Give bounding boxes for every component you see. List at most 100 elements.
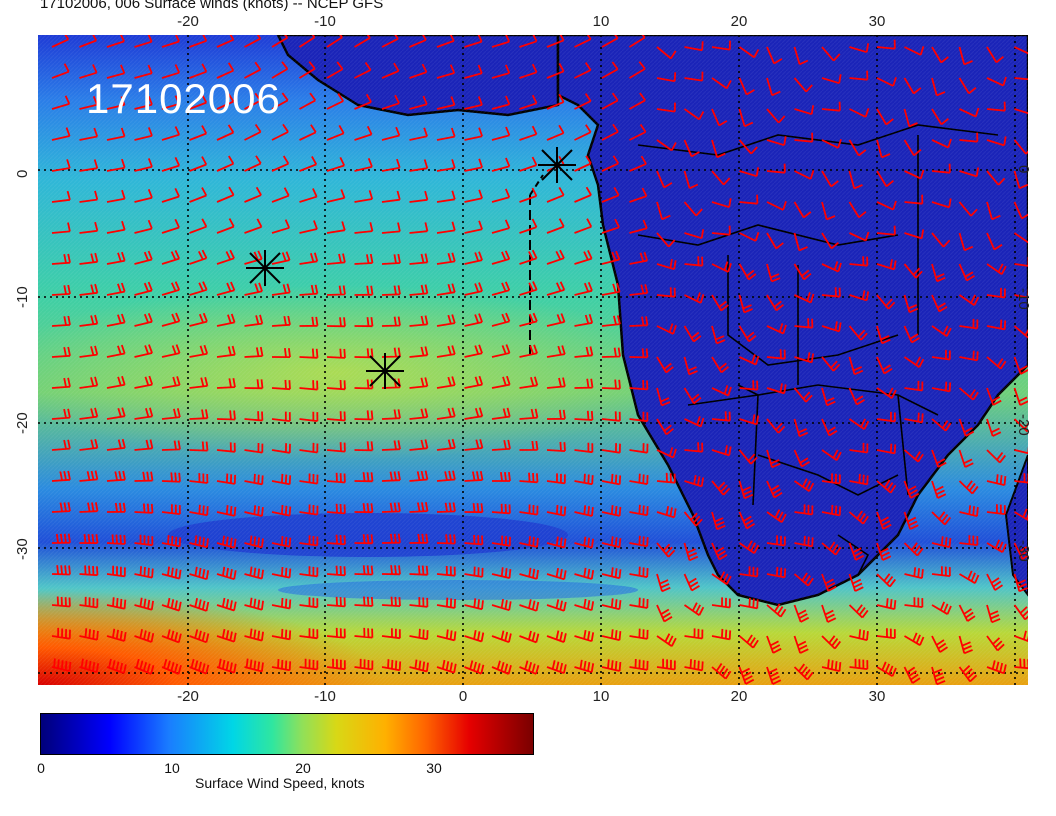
wind-barb: [134, 64, 153, 79]
wind-barb: [601, 473, 622, 486]
wind-barb: [244, 473, 264, 486]
wind-barb: [738, 511, 755, 530]
wind-barb: [986, 504, 1006, 515]
wind-barb: [79, 407, 99, 420]
wind-barb: [986, 170, 1006, 186]
wind-barb: [1013, 356, 1028, 375]
wind-barb: [299, 316, 319, 327]
wind-barb: [958, 46, 973, 66]
wind-barb: [299, 284, 319, 296]
wind-barb: [436, 534, 456, 545]
country-borders: [637, 124, 999, 576]
wind-barb: [986, 232, 1003, 251]
wind-barb: [519, 94, 538, 110]
wind-barb: [711, 385, 732, 397]
wind-barb: [986, 660, 1007, 675]
wind-barb: [629, 535, 649, 548]
wind-barb: [629, 187, 648, 203]
wind-barb: [491, 567, 512, 579]
wind-barb: [684, 475, 705, 488]
wind-barb: [849, 442, 869, 454]
wind-barb: [849, 108, 870, 118]
wind-barb: [244, 442, 264, 454]
wind-barb: [464, 96, 483, 110]
wind-barb: [931, 163, 951, 174]
wind-barb: [931, 263, 946, 283]
wind-barb: [931, 294, 948, 313]
wind-barb: [491, 630, 512, 644]
wind-barb: [106, 251, 126, 265]
wind-barb: [519, 281, 538, 296]
wind-barb: [574, 378, 594, 389]
wind-barb: [436, 438, 456, 451]
wind-barb: [738, 46, 760, 59]
wind-barb: [409, 190, 429, 203]
wind-barb: [1014, 630, 1028, 642]
wind-barb: [766, 566, 787, 579]
wind-barb: [354, 93, 372, 110]
wind-barb: [381, 502, 401, 513]
wind-barb: [134, 158, 153, 172]
wind-barb: [986, 201, 1001, 221]
wind-barb: [51, 346, 71, 358]
wind-barb: [903, 449, 924, 463]
wind-barb: [876, 628, 896, 639]
wind-barb: [601, 598, 622, 611]
wind-barb: [464, 127, 483, 141]
wind-barb: [51, 502, 71, 513]
wind-barb: [216, 378, 236, 389]
wind-barb: [381, 158, 401, 172]
wind-barb: [766, 263, 781, 283]
wind-barb: [903, 480, 920, 499]
wind-barb: [1013, 542, 1028, 560]
wind-barb: [683, 602, 705, 616]
wind-barb: [629, 380, 649, 391]
wind-barb: [326, 348, 346, 359]
wind-barb: [271, 219, 291, 234]
wind-barb: [354, 534, 374, 545]
wind-barb: [601, 282, 621, 296]
wind-barb: [161, 597, 182, 612]
wind-barb: [134, 597, 154, 611]
wind-barb: [79, 565, 99, 577]
wind-barb: [189, 249, 208, 265]
wind-barb: [491, 535, 511, 547]
wind-barb: [409, 35, 427, 48]
wind-barb: [904, 169, 925, 180]
wind-barb: [244, 535, 264, 549]
wind-barb: [903, 294, 919, 314]
wind-barb: [79, 283, 99, 296]
wind-barb: [574, 567, 595, 580]
wind-barb: [683, 542, 699, 562]
wind-barb: [134, 566, 154, 579]
wind-barb: [51, 470, 71, 482]
lat-tick-right: -10: [1015, 288, 1032, 310]
wind-barb: [931, 232, 951, 248]
wind-barb: [134, 188, 153, 203]
wind-barb: [436, 190, 456, 203]
wind-barb: [601, 567, 622, 580]
wind-barb: [738, 666, 755, 685]
wind-barb: [766, 136, 787, 147]
wind-barb: [354, 253, 374, 265]
wind-barb: [739, 167, 760, 178]
wind-barb: [849, 290, 870, 302]
wind-barb: [766, 635, 782, 654]
wind-barb: [326, 472, 346, 484]
wind-barb: [271, 92, 289, 110]
wind-barb: [409, 127, 428, 141]
wind-barb: [51, 63, 70, 79]
wind-barb: [409, 597, 429, 608]
wind-barb: [876, 598, 897, 610]
wind-barb: [409, 159, 429, 172]
wind-barb: [464, 660, 485, 675]
wind-barb: [189, 598, 210, 612]
date-stamp: 17102006: [86, 75, 281, 122]
wind-barb: [903, 356, 925, 368]
wind-barb: [848, 325, 868, 341]
wind-barb: [244, 250, 263, 265]
wind-barb: [161, 408, 181, 420]
wind-barb: [464, 220, 483, 234]
wind-barb: [849, 43, 870, 54]
wind-barb: [491, 250, 511, 265]
